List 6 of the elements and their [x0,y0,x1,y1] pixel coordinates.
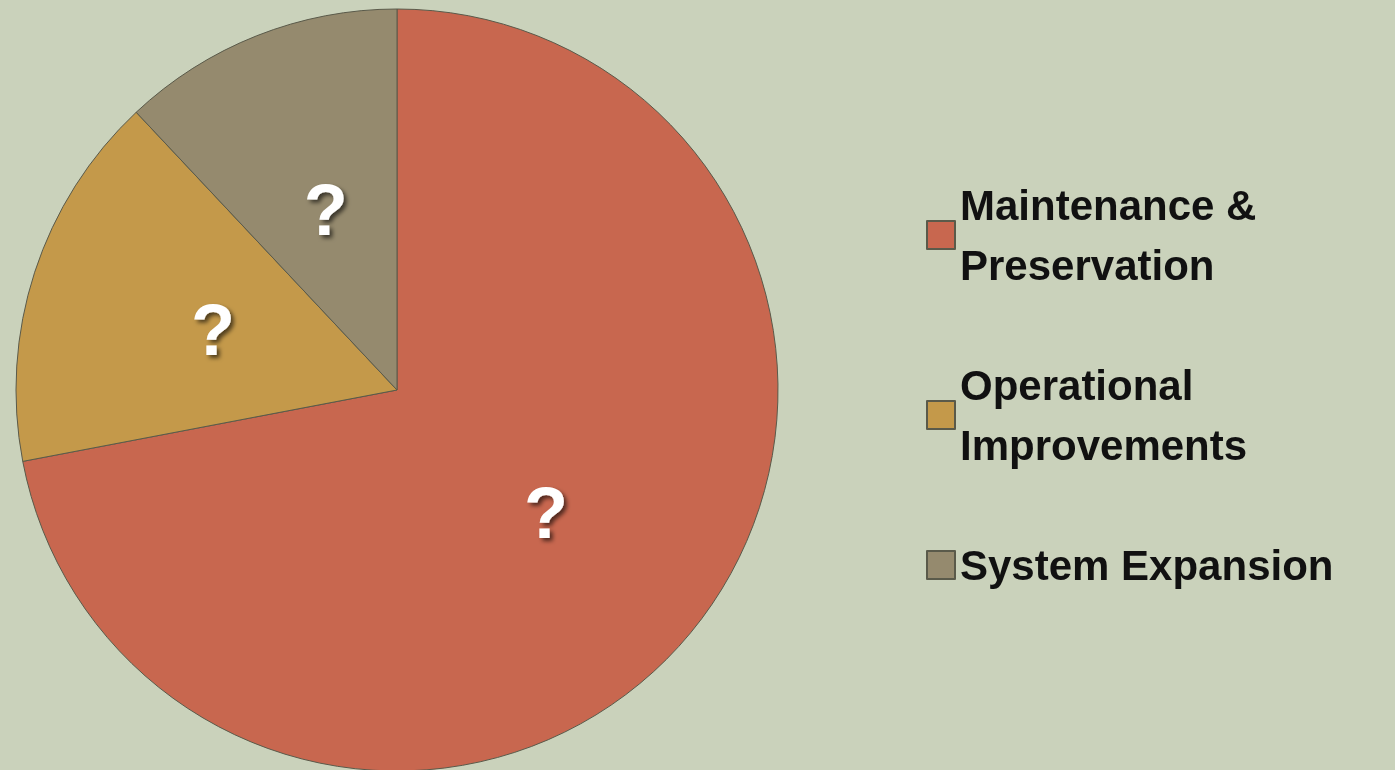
legend-label: Operational Improvements [960,361,1248,469]
data-label: ? [303,170,348,251]
legend-label: Maintenance & Preservation [960,181,1269,289]
legend-label: System Expansion [960,541,1334,589]
data-label: ? [190,290,235,371]
data-label: ? [524,473,569,554]
